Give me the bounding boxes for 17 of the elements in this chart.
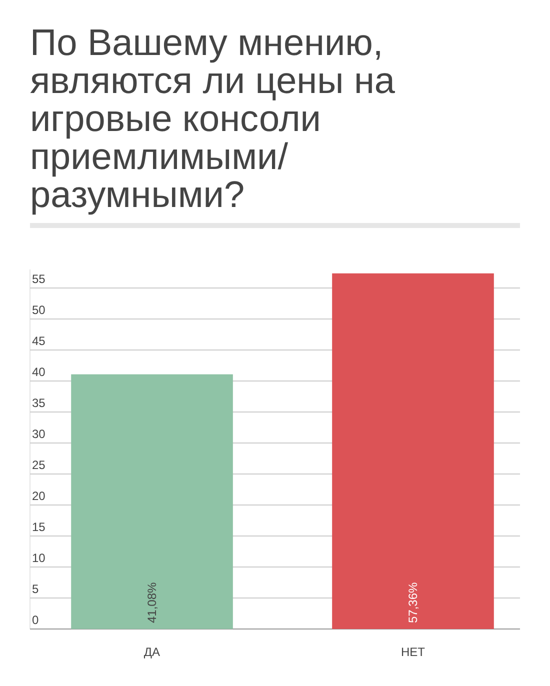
y-tick-label: 10 [32, 551, 46, 565]
y-tick-label: 5 [32, 582, 39, 596]
y-tick-label: 30 [32, 427, 46, 441]
y-tick-label: 20 [32, 489, 46, 503]
y-tick-label: 50 [32, 303, 46, 317]
data-label: 57,36% [406, 582, 420, 623]
y-tick-label: 45 [32, 334, 46, 348]
x-tick-label: ДА [144, 645, 160, 659]
y-tick-label: 55 [32, 272, 46, 286]
chart-title: По Вашему мнению, являются ли цены на игровые консоли приемлимыми/ разумными? [30, 22, 396, 215]
y-tick-label: 15 [32, 520, 46, 534]
data-label: 41,08% [145, 582, 160, 623]
y-tick-label: 40 [32, 365, 46, 379]
x-tick-label: НЕТ [400, 645, 426, 659]
y-tick-label: 35 [32, 396, 46, 410]
y-tick-label: 0 [32, 613, 39, 627]
y-tick-label: 25 [32, 458, 46, 472]
